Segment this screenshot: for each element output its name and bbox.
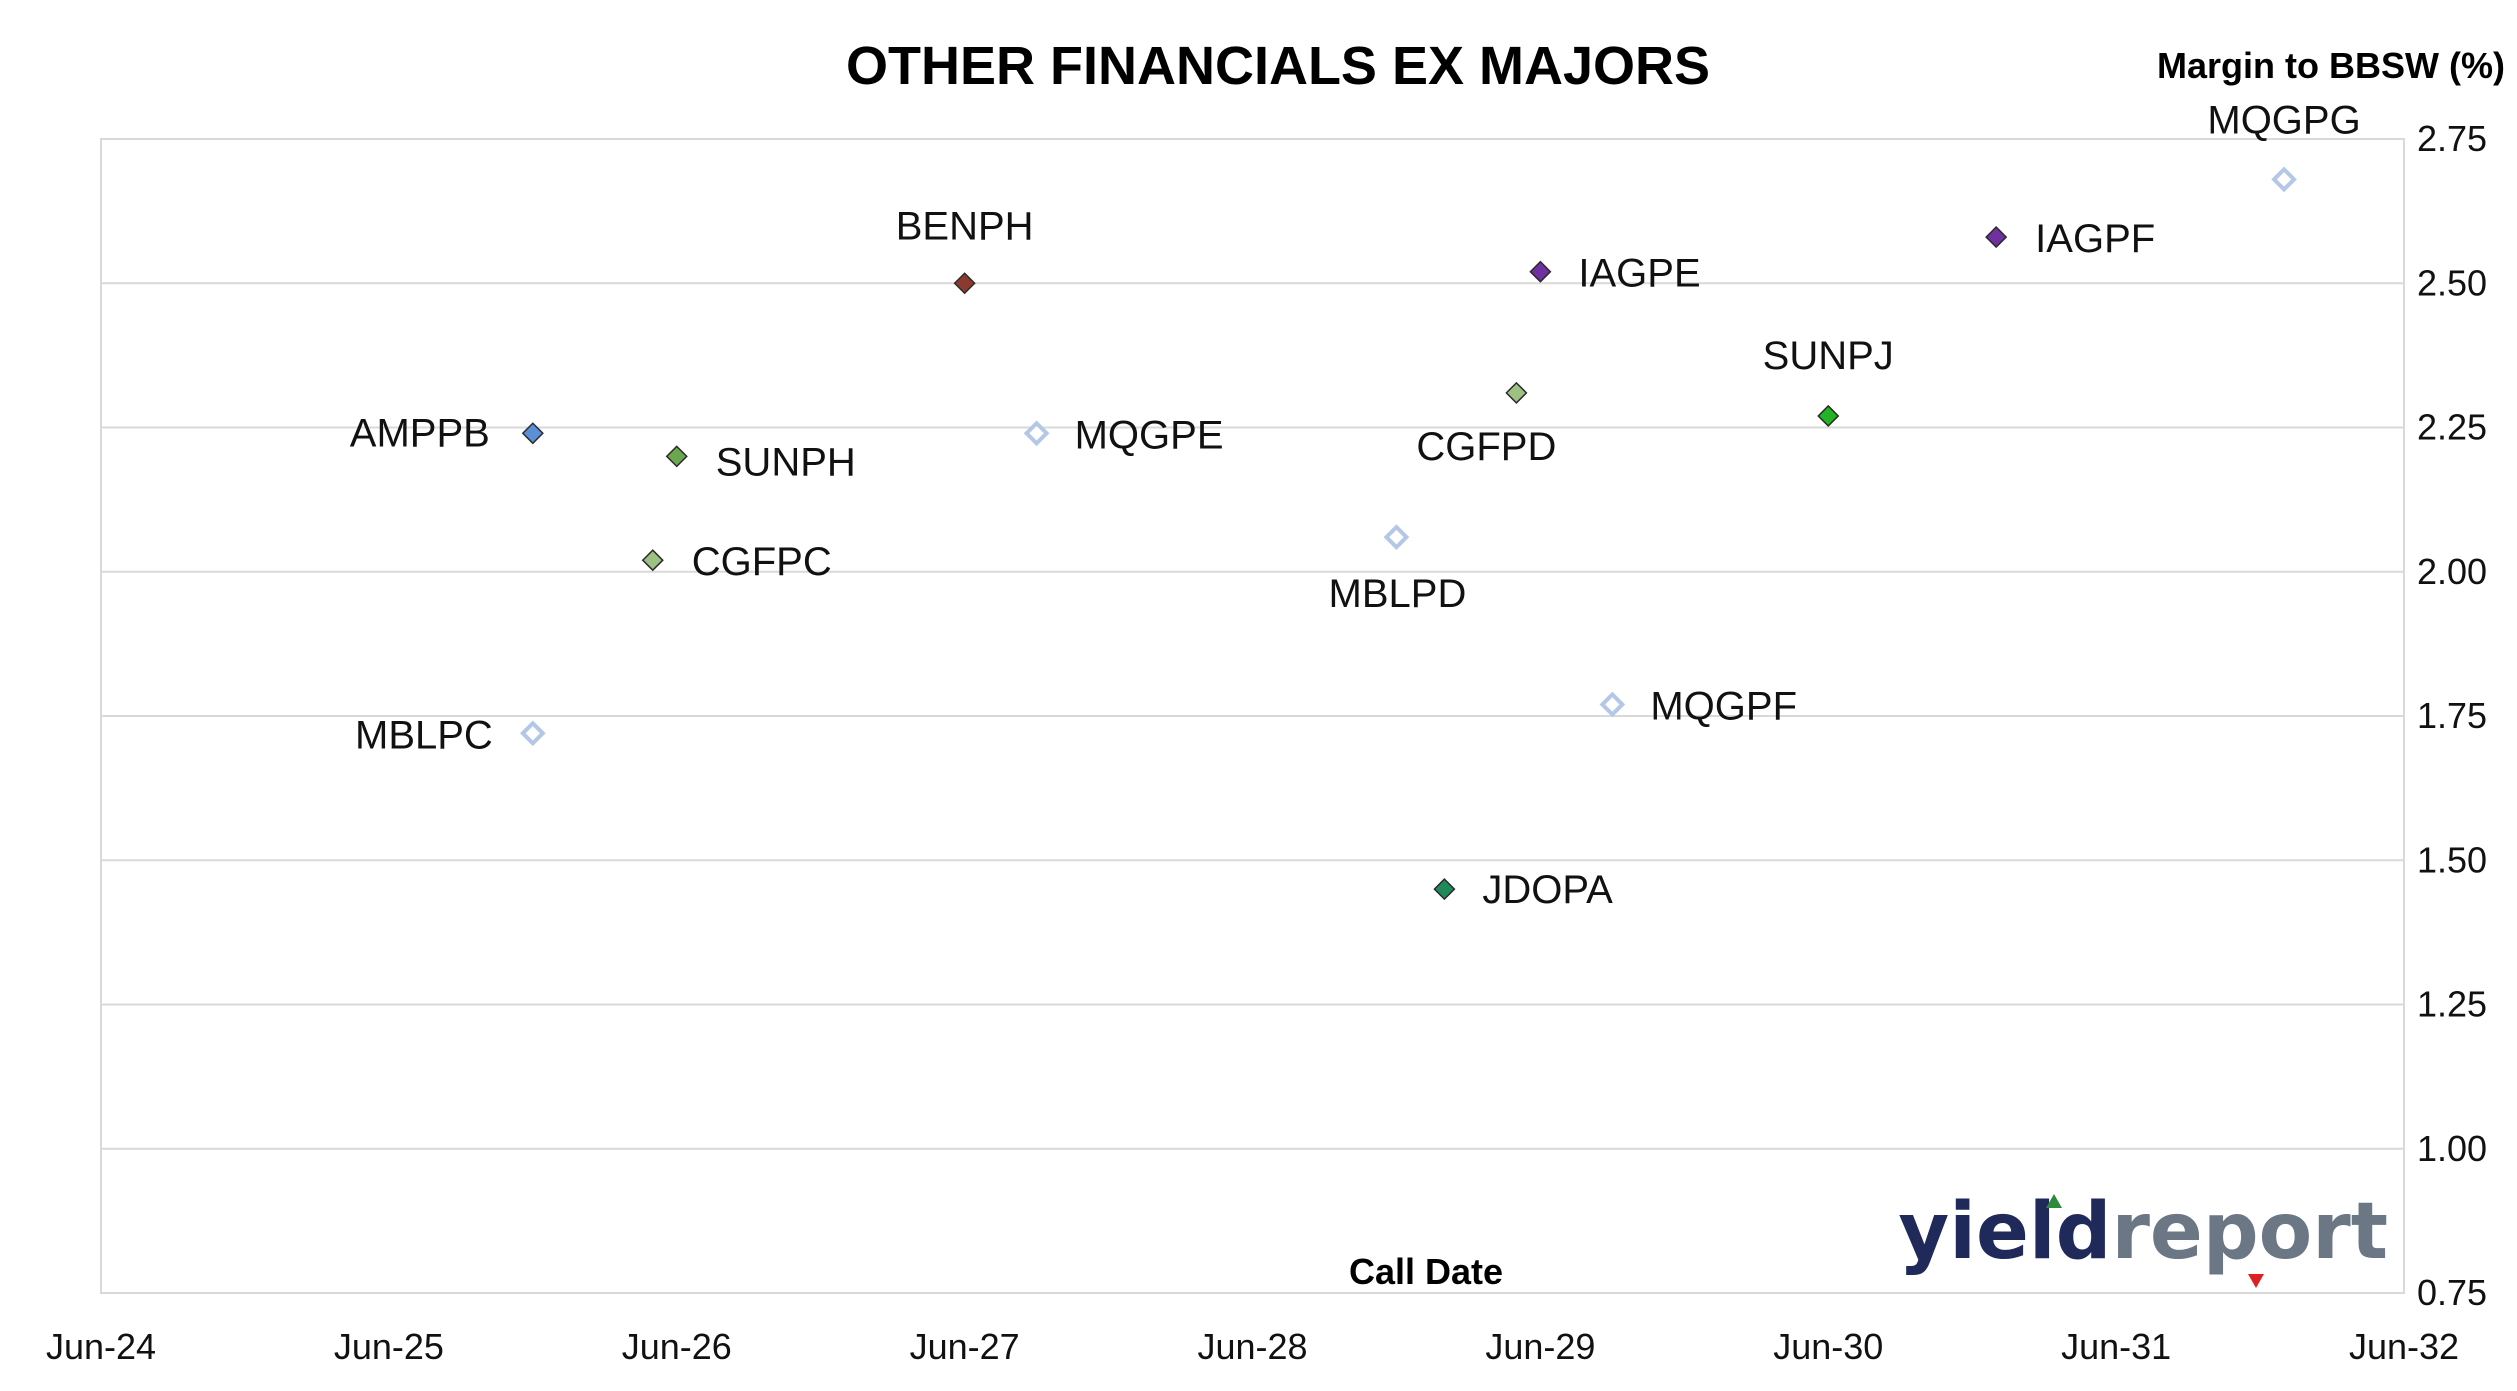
y-tick-label: 1.50 xyxy=(2417,839,2487,880)
point-marker-mqgpe xyxy=(1023,420,1050,447)
point-marker-jdopa xyxy=(1433,878,1456,901)
x-tick-label: Jun-25 xyxy=(334,1326,444,1367)
y-tick-label: 1.75 xyxy=(2417,695,2487,736)
point-marker-iagpf xyxy=(1985,226,2008,249)
x-tick-label: Jun-30 xyxy=(1773,1326,1883,1367)
x-tick-label: Jun-32 xyxy=(2349,1326,2459,1367)
point-marker-mqgpg xyxy=(2271,166,2297,193)
data-points xyxy=(519,166,2297,901)
point-marker-mblpd xyxy=(1383,524,1410,550)
x-axis-ticks: Jun-24 Jun-25 Jun-26 Jun-27 Jun-28 Jun-29 Jun-… xyxy=(46,1326,2459,1367)
point-marker-mqgpf xyxy=(1599,691,1626,718)
logo-up-arrow-icon xyxy=(2046,1194,2062,1208)
logo-text-report: report xyxy=(2111,1187,2388,1277)
y-tick-label: 0.75 xyxy=(2417,1272,2487,1313)
y-tick-label: 2.50 xyxy=(2417,262,2487,303)
point-marker-mblpc xyxy=(519,720,546,747)
point-label-mqgpe: MQGPE xyxy=(1075,413,1224,457)
point-label-jdopa: JDOPA xyxy=(1482,868,1613,912)
point-labels: AMPPB SUNPH CGFPC MBLPC BENPH MQGPE MBLPD JDOPA… xyxy=(350,98,2361,912)
chart-title: OTHER FINANCIALS EX MAJORS xyxy=(846,36,1710,96)
point-marker-sunpj xyxy=(1817,404,1840,428)
logo-down-arrow-icon xyxy=(2248,1274,2264,1288)
point-marker-iagpe xyxy=(1529,260,1552,283)
point-label-sunph: SUNPH xyxy=(716,440,856,484)
y-tick-label: 2.25 xyxy=(2417,407,2487,448)
point-label-sunpj: SUNPJ xyxy=(1763,334,1894,378)
point-label-mblpd: MBLPD xyxy=(1329,572,1467,616)
point-label-iagpe: IAGPE xyxy=(1578,252,1700,296)
point-label-mblpc: MBLPC xyxy=(355,713,493,757)
point-label-mqgpg: MQGPG xyxy=(2207,98,2360,142)
point-marker-benph xyxy=(953,272,976,295)
svg-text:yieldreport: yieldreport xyxy=(1898,1187,2388,1277)
point-label-cgfpc: CGFPC xyxy=(692,540,832,584)
point-marker-sunph xyxy=(665,445,688,468)
y-tick-label: 1.25 xyxy=(2417,984,2487,1025)
point-marker-cgfpc xyxy=(641,549,664,572)
x-tick-label: Jun-26 xyxy=(622,1326,732,1367)
x-tick-label: Jun-27 xyxy=(910,1326,1020,1367)
y-tick-label: 2.00 xyxy=(2417,551,2487,592)
point-label-benph: BENPH xyxy=(896,204,1034,248)
logo-text-yield: yield xyxy=(1898,1187,2111,1277)
x-axis-title: Call Date xyxy=(1349,1251,1503,1292)
point-label-amppb: AMPPB xyxy=(350,411,490,455)
x-tick-label: Jun-31 xyxy=(2061,1326,2171,1367)
y-tick-label: 1.00 xyxy=(2417,1128,2487,1169)
point-label-cgfpd: CGFPD xyxy=(1416,425,1556,469)
point-label-iagpf: IAGPF xyxy=(2035,217,2155,261)
y-axis-ticks: 0.75 1.00 1.25 1.50 1.75 2.00 2.25 2.50 2.75 xyxy=(2417,118,2487,1313)
x-tick-label: Jun-28 xyxy=(1197,1326,1307,1367)
y-tick-label: 2.75 xyxy=(2417,118,2487,159)
x-tick-label: Jun-29 xyxy=(1485,1326,1595,1367)
point-marker-amppb xyxy=(521,422,544,445)
point-label-mqgpf: MQGPF xyxy=(1650,684,1797,728)
y-axis-title: Margin to BBSW (%) xyxy=(2157,45,2505,86)
x-tick-label: Jun-24 xyxy=(46,1326,156,1367)
gridlines xyxy=(101,282,2404,1150)
point-marker-cgfpd xyxy=(1505,381,1528,404)
yieldreport-logo: yieldreport xyxy=(1898,1187,2388,1288)
